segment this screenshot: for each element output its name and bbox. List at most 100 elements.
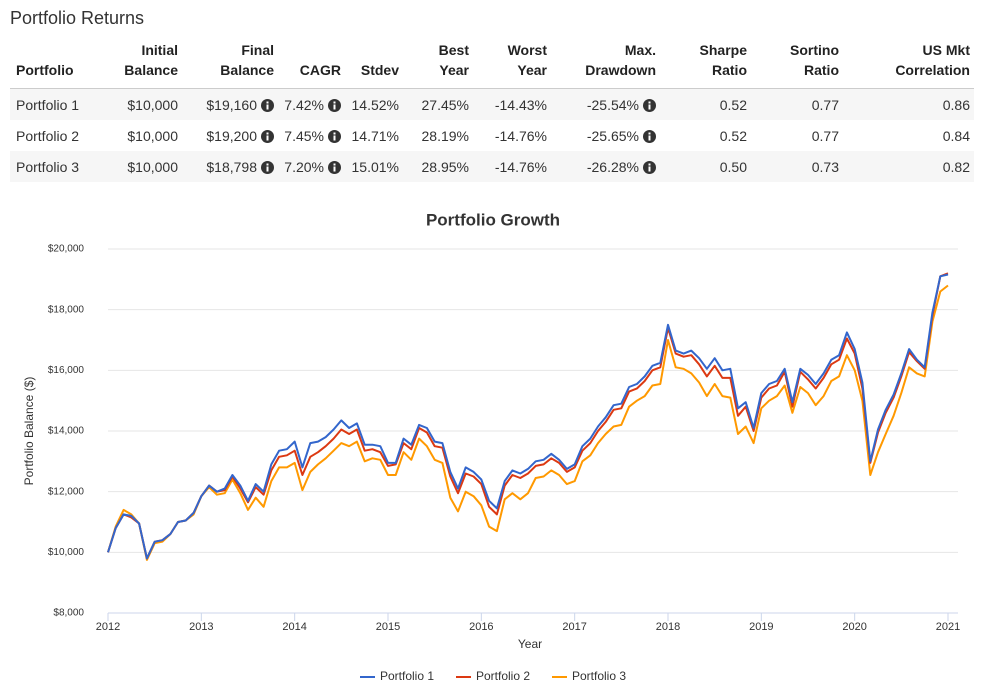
- cell-value: 28.19%: [421, 127, 469, 144]
- header-line: Max.: [624, 42, 656, 58]
- header-line: Correlation: [895, 62, 970, 78]
- info-icon-dot: [648, 132, 651, 134]
- cell-value: 0.86: [942, 96, 970, 113]
- cell-value: 0.52: [719, 96, 747, 113]
- y-tick-label: $8,000: [53, 608, 84, 619]
- column-header: CAGR: [278, 40, 345, 89]
- cell-value: -26.28%: [586, 158, 639, 175]
- header-line: Final: [241, 42, 274, 58]
- legend-label[interactable]: Portfolio 3: [572, 669, 626, 683]
- cell-value: $10,000: [127, 96, 178, 113]
- cell-value: -14.43%: [494, 96, 547, 113]
- x-tick-label: 2021: [936, 621, 960, 633]
- y-tick-label: $16,000: [48, 365, 85, 376]
- legend-label[interactable]: Portfolio 1: [380, 669, 434, 683]
- table-body: Portfolio 1 $10,000 $19,160 7.42% 14.52% 27.4…: [10, 88, 974, 182]
- header-line: Initial: [141, 42, 178, 58]
- info-icon[interactable]: [643, 98, 656, 112]
- cell-value: -14.76%: [494, 127, 547, 144]
- header-line: Stdev: [360, 62, 399, 78]
- table-cell: -25.65%: [551, 120, 660, 151]
- info-icon-bar: [266, 135, 269, 140]
- info-icon-dot: [648, 101, 651, 103]
- table-row: Portfolio 3 $10,000 $18,798 7.20% 15.01% 28.9…: [10, 151, 974, 182]
- info-icon-bar: [648, 104, 651, 109]
- table-cell: 0.77: [751, 89, 843, 121]
- cell-value: $19,200: [206, 127, 257, 144]
- cell-value: $10,000: [127, 158, 178, 175]
- info-icon-bar: [266, 104, 269, 109]
- info-icon[interactable]: [643, 160, 656, 174]
- column-header: Max. Drawdown: [551, 40, 660, 89]
- info-icon[interactable]: [261, 98, 274, 112]
- table-cell: 0.82: [843, 151, 974, 182]
- column-header: Sortino Ratio: [751, 40, 843, 89]
- cell-value: 27.45%: [421, 96, 469, 113]
- cell-value: 0.50: [719, 158, 747, 175]
- table-cell: 0.73: [751, 151, 843, 182]
- cell-value: Portfolio 2: [16, 127, 80, 144]
- table-cell: $10,000: [100, 151, 182, 182]
- chart-title: Portfolio Growth: [426, 210, 560, 229]
- cell-value: -14.76%: [494, 158, 547, 175]
- legend-label[interactable]: Portfolio 2: [476, 669, 530, 683]
- chart: Portfolio Growth Year Portfolio Balance …: [22, 210, 960, 683]
- table-cell: 27.45%: [403, 89, 473, 121]
- cell-value: 0.52: [719, 127, 747, 144]
- table-cell: 15.01%: [345, 151, 403, 182]
- header-line: Portfolio: [16, 62, 74, 78]
- info-icon[interactable]: [261, 160, 274, 174]
- info-icon-dot: [266, 132, 269, 134]
- header-line: Worst: [507, 42, 547, 58]
- cell-value: 14.52%: [351, 96, 399, 113]
- table-cell: 14.71%: [345, 120, 403, 151]
- header-row: Portfolio Initial Balance Final Balance CAGR S…: [10, 40, 974, 89]
- table-cell: $10,000: [100, 89, 182, 121]
- table-cell: $19,200: [182, 120, 278, 151]
- cell-value: Portfolio 1: [16, 96, 80, 113]
- info-icon-bar: [266, 166, 269, 171]
- header-line: Year: [439, 62, 469, 78]
- table-cell: 7.45%: [278, 120, 345, 151]
- y-axis-label: Portfolio Balance ($): [22, 377, 36, 486]
- info-icon[interactable]: [643, 129, 656, 143]
- y-tick-label: $12,000: [48, 486, 85, 497]
- header-line: Balance: [124, 62, 178, 78]
- x-tick-label: 2015: [376, 621, 400, 633]
- cell-value: Portfolio 3: [16, 158, 80, 175]
- series-line: [107, 273, 949, 560]
- info-icon[interactable]: [328, 98, 341, 112]
- y-tick-label: $20,000: [48, 244, 85, 255]
- info-icon[interactable]: [328, 160, 341, 174]
- table-cell: -25.54%: [551, 89, 660, 121]
- cell-value: 14.71%: [351, 127, 399, 144]
- info-icon[interactable]: [328, 129, 341, 143]
- x-tick-label: 2014: [282, 621, 306, 633]
- cell-value: 0.77: [811, 127, 839, 144]
- header-line: Drawdown: [585, 62, 656, 78]
- x-tick-label: 2018: [656, 621, 680, 633]
- x-tick-label: 2020: [842, 621, 866, 633]
- table-cell: Portfolio 2: [10, 120, 100, 151]
- info-icon-bar: [648, 166, 651, 171]
- y-tick-label: $14,000: [48, 426, 85, 437]
- cell-value: 28.95%: [421, 158, 469, 175]
- table-row: Portfolio 1 $10,000 $19,160 7.42% 14.52% 27.4…: [10, 88, 974, 121]
- column-header: Final Balance: [182, 40, 278, 89]
- y-tick-label: $10,000: [48, 547, 85, 558]
- table-cell: $19,160: [182, 89, 278, 121]
- header-line: Year: [517, 62, 547, 78]
- column-header: Portfolio: [10, 40, 100, 89]
- x-axis-label: Year: [518, 637, 542, 651]
- table-cell: -14.76%: [473, 120, 551, 151]
- table-cell: -14.76%: [473, 151, 551, 182]
- returns-table: Portfolio Initial Balance Final Balance CAGR S…: [10, 40, 974, 182]
- cell-value: -25.65%: [586, 127, 639, 144]
- table-cell: $18,798: [182, 151, 278, 182]
- table-cell: 0.50: [660, 151, 751, 182]
- table-cell: Portfolio 3: [10, 151, 100, 182]
- info-icon[interactable]: [261, 129, 274, 143]
- table-cell: 0.52: [660, 89, 751, 121]
- cell-value: $19,160: [206, 96, 257, 113]
- x-tick-label: 2017: [562, 621, 586, 633]
